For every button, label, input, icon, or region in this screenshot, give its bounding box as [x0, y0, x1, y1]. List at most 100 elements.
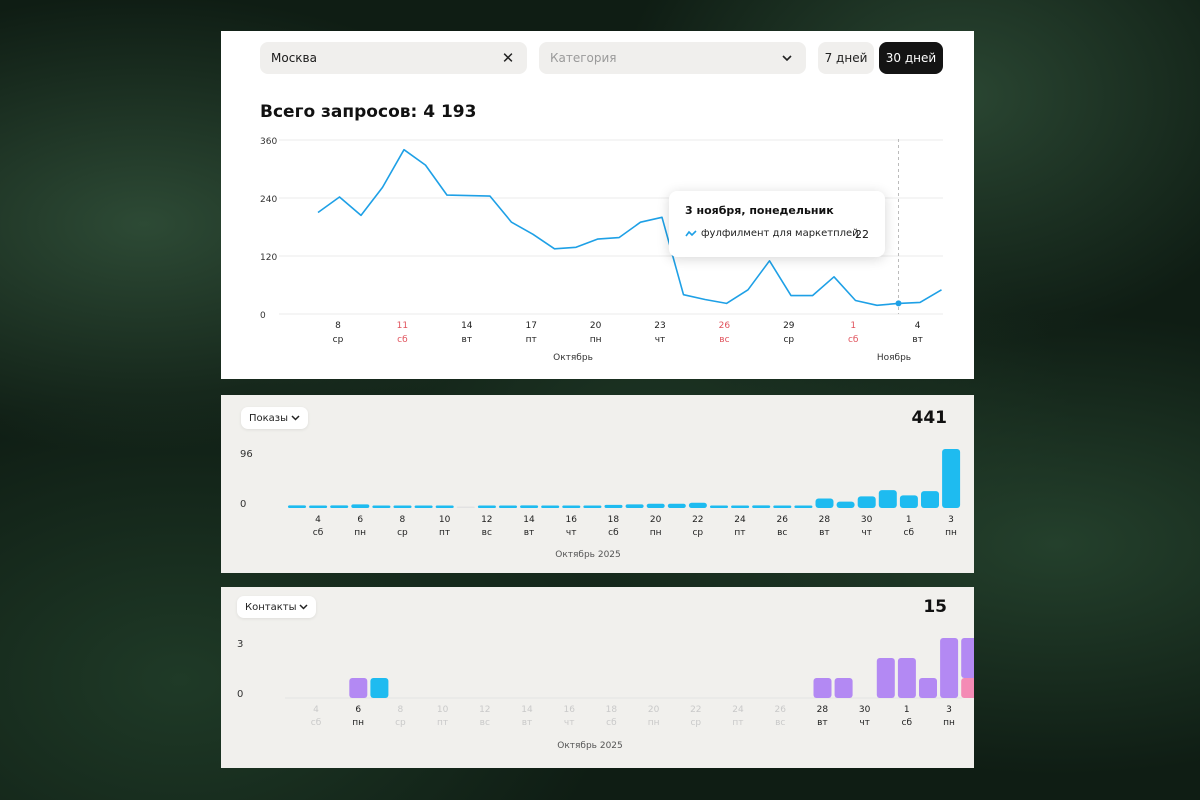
x-tick-day: 8: [400, 515, 406, 525]
x-tick-weekday: ср: [690, 718, 701, 728]
x-tick-day: 6: [357, 515, 363, 525]
x-tick-day: 26: [719, 321, 731, 331]
x-tick-day: 22: [690, 705, 701, 715]
bar: [921, 491, 939, 508]
bar: [583, 505, 602, 508]
bar: [857, 496, 876, 508]
x-tick-weekday: ср: [395, 718, 406, 728]
bar-segment: [370, 678, 389, 698]
series-line-icon: [685, 229, 697, 236]
bar: [520, 505, 539, 508]
bar: [878, 490, 897, 508]
bar-segment: [940, 638, 959, 698]
chevron-down-icon: [291, 415, 300, 421]
x-tick-weekday: сб: [902, 718, 913, 728]
x-tick-day: 12: [479, 705, 490, 715]
x-tick-weekday: вс: [719, 335, 729, 345]
x-tick-day: 18: [606, 705, 618, 715]
y-tick-label: 3: [237, 639, 243, 650]
x-tick-day: 3: [946, 705, 952, 715]
y-tick-label: 0: [260, 311, 266, 321]
x-tick-day: 16: [565, 515, 577, 525]
x-tick-weekday: сб: [397, 335, 408, 345]
x-tick-weekday: пт: [439, 528, 450, 538]
bar-segment: [961, 638, 974, 678]
x-tick-weekday: вс: [482, 528, 492, 538]
x-tick-day: 1: [850, 321, 856, 331]
x-tick-weekday: вт: [524, 528, 535, 538]
period-7-days-button[interactable]: 7 дней: [818, 42, 874, 74]
x-tick-weekday: чт: [655, 335, 666, 345]
chart-tooltip: 3 ноября, понедельник фулфилмент для мар…: [669, 191, 885, 257]
x-tick-day: 4: [915, 321, 921, 331]
series-line: [317, 148, 942, 307]
x-tick-day: 18: [608, 515, 620, 525]
category-placeholder: Категория: [550, 51, 617, 65]
y-tick-label: 240: [260, 195, 277, 205]
x-tick-day: 20: [648, 705, 660, 715]
bar-segment: [876, 658, 895, 698]
x-tick-weekday: чт: [861, 528, 872, 538]
x-tick-weekday: вт: [522, 718, 533, 728]
x-tick-weekday: вт: [819, 528, 830, 538]
x-tick-day: 3: [948, 515, 954, 525]
shows-total: 441: [911, 408, 948, 428]
metric-dropdown-shows[interactable]: Показы: [241, 407, 309, 429]
x-tick-weekday: пт: [734, 528, 745, 538]
period-30-days-button[interactable]: 30 дней: [879, 42, 943, 74]
x-tick-day: 16: [563, 705, 575, 715]
month-label: Октябрь: [553, 353, 593, 363]
tooltip-value: 22: [855, 228, 869, 241]
x-tick-day: 24: [732, 705, 744, 715]
category-select[interactable]: Категория: [539, 42, 806, 74]
x-tick-weekday: пн: [352, 718, 364, 728]
bar: [815, 498, 834, 508]
city-field[interactable]: Москва ✕: [260, 42, 527, 74]
bar: [372, 505, 391, 508]
x-tick-weekday: пн: [650, 528, 662, 538]
x-tick-day: 26: [776, 515, 788, 525]
x-tick-day: 8: [398, 705, 404, 715]
x-tick-weekday: сб: [848, 335, 859, 345]
bar-empty: [456, 506, 475, 508]
bar-segment: [349, 678, 368, 698]
month-label: Октябрь 2025: [555, 550, 621, 560]
metric-dropdown-contacts[interactable]: Контакты: [237, 596, 317, 618]
y-tick-label: 96: [240, 449, 253, 460]
clear-icon[interactable]: ✕: [501, 49, 515, 67]
x-tick-day: 8: [335, 321, 341, 331]
bar-segment: [897, 658, 916, 698]
x-tick-weekday: ср: [333, 335, 344, 345]
bar: [688, 502, 707, 508]
bar: [731, 505, 750, 508]
y-tick-label: 0: [237, 689, 243, 700]
bar: [773, 505, 792, 508]
x-tick-day: 14: [521, 705, 533, 715]
contacts-total: 15: [923, 597, 947, 617]
x-tick-day: 22: [692, 515, 703, 525]
x-tick-day: 14: [523, 515, 535, 525]
x-tick-weekday: пн: [354, 528, 366, 538]
x-tick-weekday: вт: [912, 335, 923, 345]
x-tick-day: 30: [859, 705, 871, 715]
chevron-down-icon: [299, 604, 309, 610]
x-tick-weekday: вс: [777, 528, 787, 538]
shows-panel: Показы 441 96 0 4 сб 6 пн 8 ср 10 пт 12 вс 14 вт 16 чт 1…: [221, 395, 974, 573]
hover-point: [895, 300, 902, 307]
x-tick-weekday: сб: [313, 528, 324, 538]
x-tick-day: 28: [817, 705, 829, 715]
x-tick-weekday: пн: [945, 528, 957, 538]
x-tick-weekday: пт: [526, 335, 537, 345]
city-value: Москва: [271, 51, 317, 65]
metric-label: Контакты: [245, 601, 297, 613]
x-tick-day: 1: [904, 705, 910, 715]
bar: [899, 495, 918, 508]
x-tick-day: 28: [819, 515, 831, 525]
x-tick-weekday: ср: [692, 528, 703, 538]
x-tick-weekday: сб: [608, 528, 619, 538]
x-tick-weekday: чт: [564, 718, 575, 728]
tooltip-date: 3 ноября, понедельник: [685, 204, 834, 217]
x-tick-weekday: вс: [480, 718, 490, 728]
y-tick-label: 360: [260, 137, 277, 147]
bar: [752, 505, 771, 508]
